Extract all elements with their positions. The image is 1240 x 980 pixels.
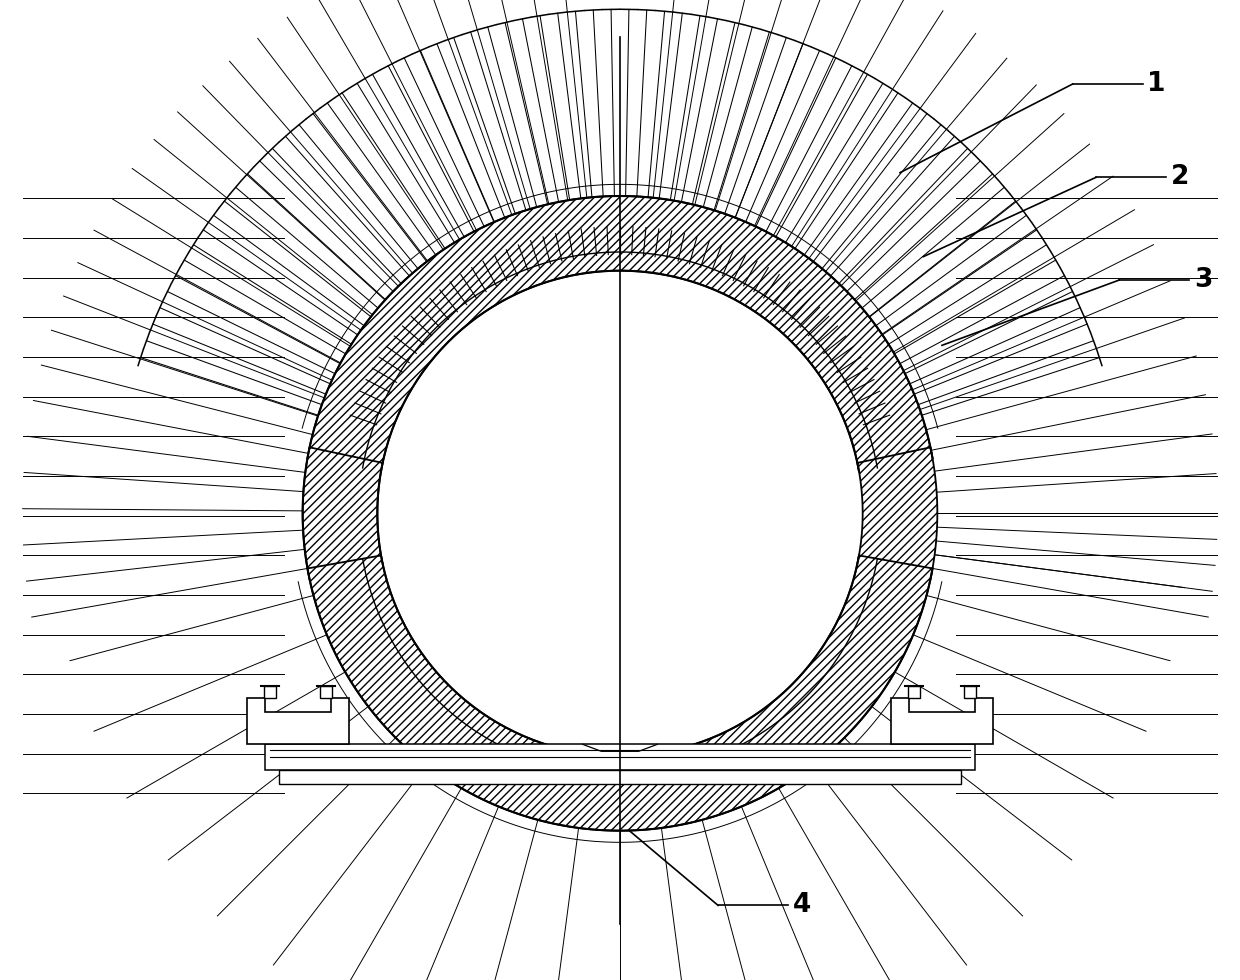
Polygon shape (279, 770, 961, 784)
Text: 3: 3 (1194, 267, 1213, 293)
Text: 1: 1 (1147, 71, 1166, 97)
Polygon shape (965, 686, 976, 698)
Polygon shape (247, 698, 350, 745)
Polygon shape (890, 698, 993, 745)
Polygon shape (320, 686, 332, 698)
Polygon shape (308, 556, 932, 831)
Polygon shape (303, 447, 383, 579)
Polygon shape (377, 270, 859, 756)
Polygon shape (265, 745, 975, 770)
Text: 4: 4 (792, 893, 811, 918)
Polygon shape (857, 447, 937, 579)
Polygon shape (908, 686, 920, 698)
Polygon shape (264, 686, 275, 698)
Polygon shape (308, 196, 932, 471)
Text: 2: 2 (1171, 165, 1189, 190)
